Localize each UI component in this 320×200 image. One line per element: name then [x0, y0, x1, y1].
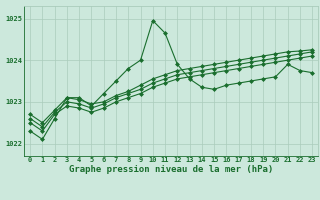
X-axis label: Graphe pression niveau de la mer (hPa): Graphe pression niveau de la mer (hPa)	[69, 165, 273, 174]
